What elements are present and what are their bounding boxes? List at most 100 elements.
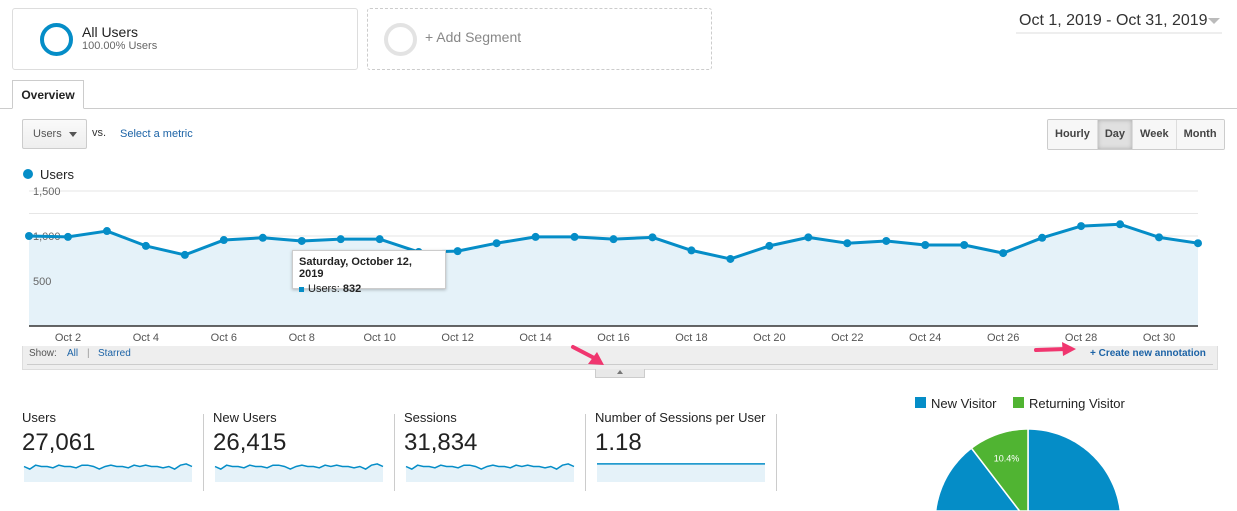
tooltip-series-icon <box>299 286 304 292</box>
data-point <box>141 241 150 250</box>
chevron-up-icon <box>617 370 623 374</box>
x-tick-label: Oct 12 <box>441 332 473 344</box>
annotation-show-all[interactable]: All <box>67 348 79 359</box>
scorecard-divider <box>203 414 204 491</box>
data-point <box>570 232 579 241</box>
segment-title: All Users <box>82 24 139 40</box>
sparklines <box>23 463 765 482</box>
x-tick-label: Oct 6 <box>211 332 237 344</box>
data-point <box>102 227 111 236</box>
create-annotation-link[interactable]: + Create new annotation <box>1090 348 1206 359</box>
data-point <box>492 239 501 248</box>
scorecard-value: 27,061 <box>22 429 96 456</box>
scorecard-value: 1.18 <box>595 429 642 456</box>
pie-slice-label: 10.4% <box>994 454 1020 464</box>
sparkline-fill <box>215 463 383 482</box>
chart-tooltip: Saturday, October 12, 2019 Users: 832 <box>292 250 446 295</box>
annotation-separator: | <box>87 348 90 359</box>
sparkline <box>405 463 575 470</box>
x-tick-label: Oct 26 <box>987 332 1019 344</box>
scorecard-label: Number of Sessions per User <box>595 410 766 425</box>
granularity-hourly[interactable]: Hourly <box>1048 120 1098 149</box>
y-tick-label: 500 <box>33 276 51 288</box>
data-point <box>843 239 852 248</box>
legend-new-visitor-swatch-icon <box>915 397 926 408</box>
pie-slice-returning-visitor <box>970 428 1029 511</box>
scorecard-users[interactable]: Users 27,061 <box>22 410 212 490</box>
data-point <box>453 247 462 256</box>
select-metric-link[interactable]: Select a metric <box>120 128 193 140</box>
visitor-pie-chart[interactable]: 10.4% <box>900 420 1160 511</box>
chevron-down-icon <box>69 132 77 137</box>
segment-ring-icon <box>40 23 73 56</box>
data-point <box>258 233 267 242</box>
sparkline-fill <box>406 463 574 482</box>
data-point <box>336 235 345 244</box>
data-point <box>375 235 384 244</box>
collapse-annotations-toggle[interactable] <box>595 369 645 378</box>
x-tick-label: Oct 18 <box>675 332 707 344</box>
scorecard-label: New Users <box>213 410 277 425</box>
metric-select[interactable]: Users <box>22 119 87 149</box>
x-tick-label: Oct 2 <box>55 332 81 344</box>
x-tick-label: Oct 28 <box>1065 332 1097 344</box>
scorecard-value: 31,834 <box>404 429 478 456</box>
data-point <box>180 250 189 259</box>
x-tick-label: Oct 24 <box>909 332 941 344</box>
data-point <box>1116 220 1125 229</box>
sparkline-fill <box>597 463 765 482</box>
empty-segment-ring-icon <box>384 23 417 56</box>
tooltip-date: Saturday, October 12, 2019 <box>299 256 412 280</box>
segment-all-users[interactable]: All Users 100.00% Users <box>12 8 358 70</box>
scorecard-new-users[interactable]: New Users 26,415 <box>213 410 403 490</box>
data-point <box>804 233 813 242</box>
annotation-show-label: Show: <box>29 348 57 359</box>
tab-divider <box>0 108 1237 109</box>
metric-select-value: Users <box>33 128 62 140</box>
vs-label: vs. <box>92 127 107 139</box>
data-point <box>297 236 306 245</box>
x-tick-label: Oct 8 <box>289 332 315 344</box>
legend-users-label: Users <box>40 167 74 182</box>
granularity-toggle: Hourly Day Week Month <box>1047 119 1225 150</box>
x-tick-label: Oct 10 <box>363 332 395 344</box>
data-point <box>25 232 33 240</box>
data-point <box>765 241 774 250</box>
data-point <box>1038 233 1047 242</box>
date-range-label: Oct 1, 2019 - Oct 31, 2019 <box>1019 12 1208 29</box>
data-point <box>960 241 969 249</box>
granularity-day[interactable]: Day <box>1097 120 1134 149</box>
data-point <box>1194 239 1202 248</box>
granularity-month[interactable]: Month <box>1176 120 1224 149</box>
scorecard-divider <box>776 414 777 491</box>
sparkline <box>214 463 384 470</box>
x-tick-label: Oct 4 <box>133 332 159 344</box>
tab-overview[interactable]: Overview <box>12 80 84 109</box>
scorecard-divider <box>394 414 395 491</box>
legend-returning-visitor-swatch-icon <box>1013 397 1024 408</box>
data-point <box>648 233 657 242</box>
data-point <box>63 232 72 241</box>
granularity-week[interactable]: Week <box>1133 120 1177 149</box>
y-tick-label: 1,500 <box>33 186 61 198</box>
add-segment-button[interactable]: + Add Segment <box>367 8 712 70</box>
tooltip-label: Users: <box>308 283 340 295</box>
legend-users-dot-icon <box>23 169 33 179</box>
x-tick-label: Oct 30 <box>1143 332 1175 344</box>
scorecard-label: Users <box>22 410 56 425</box>
x-tick-label: Oct 16 <box>597 332 629 344</box>
date-range-picker[interactable]: Oct 1, 2019 - Oct 31, 2019 <box>1016 12 1222 34</box>
scorecard-sessions-per-user[interactable]: Number of Sessions per User 1.18 <box>595 410 785 490</box>
annotation-show-starred[interactable]: Starred <box>98 348 131 359</box>
data-point <box>609 235 618 244</box>
x-tick-label: Oct 14 <box>519 332 551 344</box>
data-point <box>999 249 1008 258</box>
legend-returning-visitor-label: Returning Visitor <box>1029 396 1125 411</box>
data-point <box>1077 222 1086 231</box>
tooltip-value: 832 <box>342 283 362 295</box>
legend-new-visitor-label: New Visitor <box>931 396 997 411</box>
data-point <box>921 241 930 249</box>
scorecard-sessions[interactable]: Sessions 31,834 <box>404 410 594 490</box>
data-point <box>219 236 228 245</box>
